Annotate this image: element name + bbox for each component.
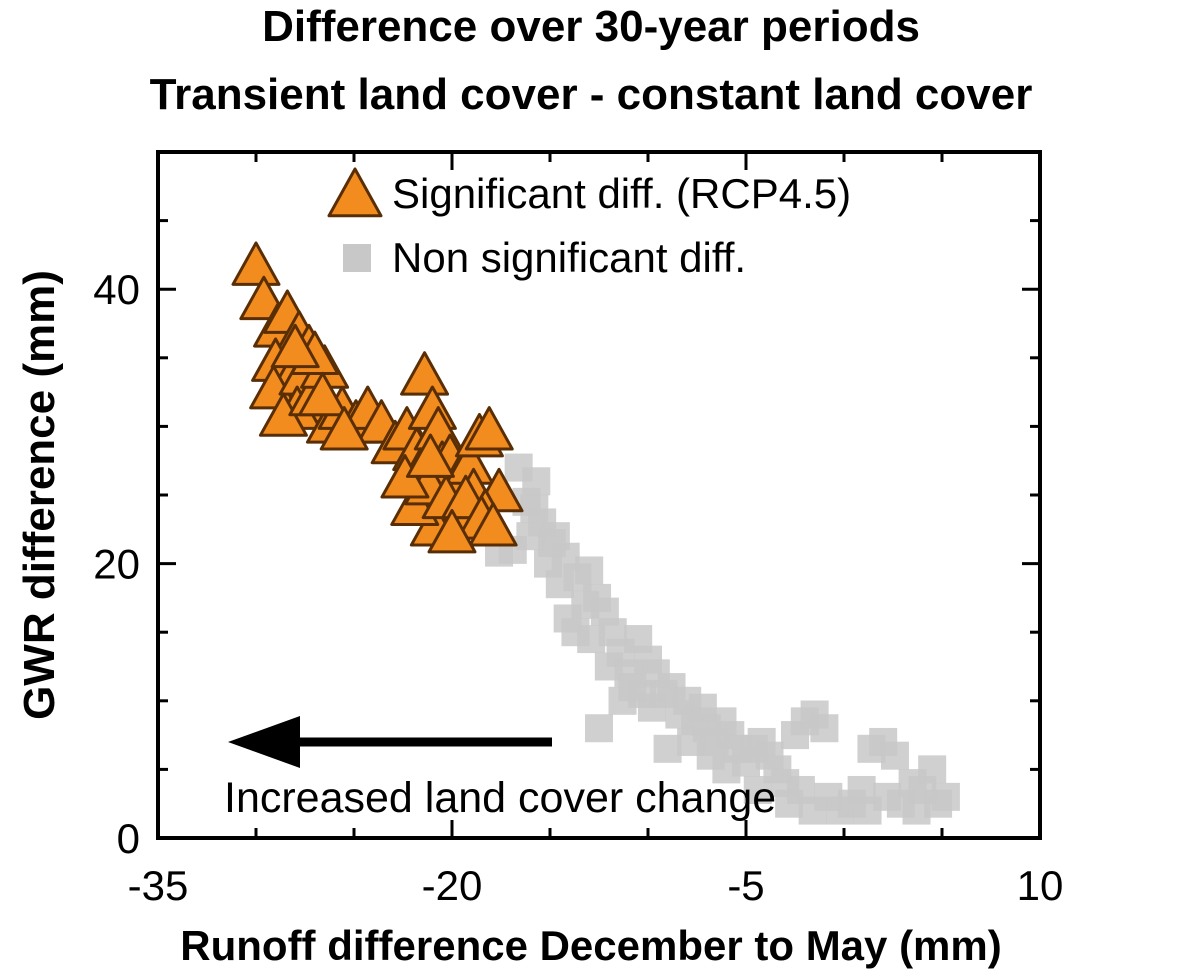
non-significant-square [931, 782, 960, 811]
significant-triangle [231, 241, 281, 286]
significant-triangle [319, 406, 369, 451]
legend-square-icon [343, 244, 371, 272]
x-tick-label: -5 [727, 862, 764, 909]
chart-title: Difference over 30-year periods [262, 2, 920, 51]
significant-triangle [468, 502, 518, 547]
non-significant-square [775, 789, 804, 818]
significant-triangle [405, 433, 455, 478]
legend-triangle-icon [327, 167, 383, 218]
axis-tick-labels: -35 -20 -5 10 0 20 40 [93, 266, 1063, 909]
non-significant-square [585, 714, 613, 743]
arrow-left-icon [228, 716, 300, 768]
non-significant-square [575, 556, 604, 585]
legend: Significant diff. (RCP4.5) Non significan… [327, 167, 851, 281]
non-significant-square [902, 796, 931, 825]
annotation: Increased land cover change [224, 716, 776, 822]
significant-triangle [270, 323, 320, 369]
y-axis-label: GWR difference (mm) [14, 270, 64, 720]
legend-significant-label: Significant diff. (RCP4.5) [392, 170, 851, 217]
significant-triangle [298, 371, 348, 417]
x-tick-label: -20 [422, 862, 483, 909]
non-significant-square [810, 714, 839, 743]
x-tick-label: 10 [1017, 862, 1064, 909]
non-significant-square [653, 734, 682, 763]
y-tick-label: 40 [93, 266, 140, 313]
non-significant-square [853, 796, 882, 825]
axis-ticks [156, 150, 1042, 840]
y-tick-label: 20 [93, 541, 140, 588]
non-significant-square [618, 673, 647, 702]
non-significant-square [520, 494, 549, 523]
significant-triangle [427, 508, 477, 554]
non-significant-square [537, 529, 566, 558]
non-significant-points [485, 453, 960, 825]
y-tick-label: 0 [117, 815, 140, 862]
chart-subtitle: Transient land cover - constant land cov… [149, 70, 1033, 119]
significant-triangle [464, 406, 514, 451]
non-significant-square [880, 741, 909, 770]
non-significant-square [743, 775, 772, 804]
non-significant-square [918, 755, 947, 784]
x-tick-label: -35 [128, 862, 189, 909]
x-axis-label: Runoff difference December to May (mm) [180, 922, 1002, 969]
non-significant-square [696, 741, 725, 770]
significant-points [231, 241, 524, 554]
significant-triangle [400, 351, 450, 396]
annotation-text: Increased land cover change [224, 774, 776, 822]
legend-non-significant-label: Non significant diff. [392, 234, 746, 281]
